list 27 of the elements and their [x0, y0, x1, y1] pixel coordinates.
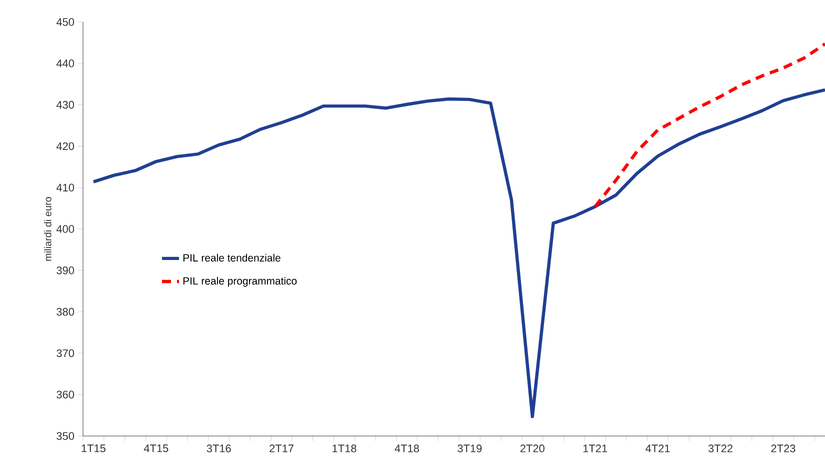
- y-tick-label: 370: [56, 349, 74, 358]
- y-tick-label: 410: [56, 184, 74, 192]
- y-tick-label: 430: [56, 100, 74, 109]
- x-tick-label: 4T21: [646, 444, 670, 452]
- x-tick-label: 3T19: [458, 444, 482, 452]
- y-tick-label: 420: [56, 142, 74, 150]
- x-tick-label: 1T15: [82, 444, 106, 452]
- x-tick-label: 4T15: [144, 444, 168, 452]
- x-tick-label: 1T21: [583, 444, 608, 452]
- y-tick-label: 380: [56, 308, 74, 316]
- y-axis-title: miliardi di euro: [44, 197, 52, 261]
- x-tick-label: 4T18: [394, 444, 419, 452]
- y-tick-label: 360: [56, 390, 74, 398]
- x-tick-label: 2T17: [270, 444, 294, 452]
- y-tick-label: 350: [56, 432, 74, 440]
- x-tick-label: 1T18: [332, 444, 356, 452]
- y-tick-label: 400: [56, 225, 74, 233]
- legend-label: PIL reale tendenziale: [183, 254, 280, 262]
- line-series: [593, 42, 825, 208]
- y-tick-label: 450: [56, 18, 74, 26]
- x-tick-label: 2T20: [520, 444, 544, 452]
- x-tick-label: 2T23: [771, 444, 796, 452]
- x-tick-label: 3T16: [206, 444, 231, 452]
- x-tick-label: 3T22: [708, 444, 732, 452]
- y-tick-label: 440: [56, 60, 74, 68]
- y-tick-label: 390: [56, 266, 74, 274]
- legend-label: PIL reale programmatico: [183, 276, 297, 287]
